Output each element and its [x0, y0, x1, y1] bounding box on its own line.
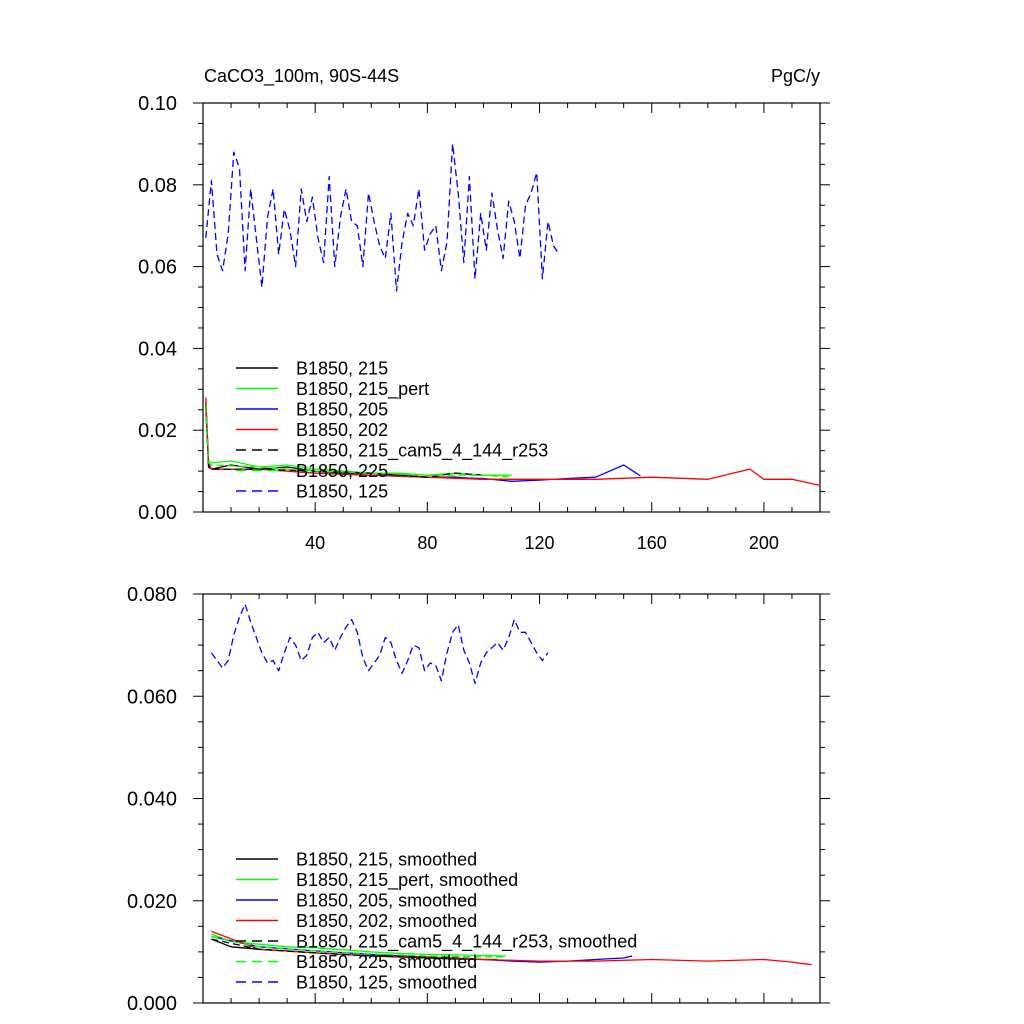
legend-label: B1850, 205 [296, 400, 388, 420]
legend-label: B1850, 215_pert, smoothed [296, 870, 518, 891]
y-tick-label: 0.02 [138, 420, 177, 442]
x-tick-label: 200 [749, 533, 779, 553]
series-line [211, 933, 506, 957]
top-chart-units: PgC/y [771, 66, 820, 86]
y-tick-label: 0.00 [138, 502, 177, 524]
series-line [205, 405, 484, 478]
series-line [205, 405, 512, 478]
bottom-chart: 0.000 0.020 0.040 0.060 0.080 B1850, 215, smo… [127, 584, 830, 1015]
y-tick-label: 0.040 [127, 789, 177, 811]
x-tick-label: 160 [637, 533, 667, 553]
y-tick-label: 0.08 [138, 175, 177, 197]
legend-label: B1850, 215_cam5_4_144_r253, smoothed [296, 932, 637, 953]
legend-label: B1850, 215 [296, 359, 388, 379]
y-tick-label: 0.06 [138, 257, 177, 279]
y-tick-label: 0.020 [127, 891, 177, 913]
y-tick-label: 0.10 [138, 93, 177, 115]
x-tick-label: 120 [525, 533, 555, 553]
legend-label: B1850, 215, smoothed [296, 850, 477, 870]
series-line [205, 143, 560, 292]
series-line [205, 405, 512, 476]
legend-label: B1850, 215_pert [296, 379, 429, 400]
legend-label: B1850, 202 [296, 420, 388, 440]
y-tick-label: 0.060 [127, 686, 177, 708]
legend-label: B1850, 125, smoothed [296, 973, 477, 993]
top-chart: 40 80 120 160 200 0.00 0.02 0.04 0.06 0.08 0.10 B18… [138, 93, 830, 553]
x-tick-label: 40 [305, 533, 325, 553]
x-tick-label: 80 [417, 533, 437, 553]
legend-label: B1850, 225, smoothed [296, 952, 477, 972]
series-line [211, 935, 506, 958]
y-tick-label: 0.080 [127, 584, 177, 606]
legend-label: B1850, 205, smoothed [296, 891, 477, 911]
top-chart-title: CaCO3_100m, 90S-44S [204, 66, 399, 87]
legend-label: B1850, 202, smoothed [296, 911, 477, 931]
y-tick-label: 0.04 [138, 338, 177, 360]
series-line [210, 603, 549, 685]
legend-label: B1850, 225 [296, 461, 388, 481]
legend-label: B1850, 215_cam5_4_144_r253 [296, 441, 548, 462]
legend-label: B1850, 125 [296, 482, 388, 502]
y-tick-label: 0.000 [127, 993, 177, 1015]
series-line [211, 938, 470, 958]
